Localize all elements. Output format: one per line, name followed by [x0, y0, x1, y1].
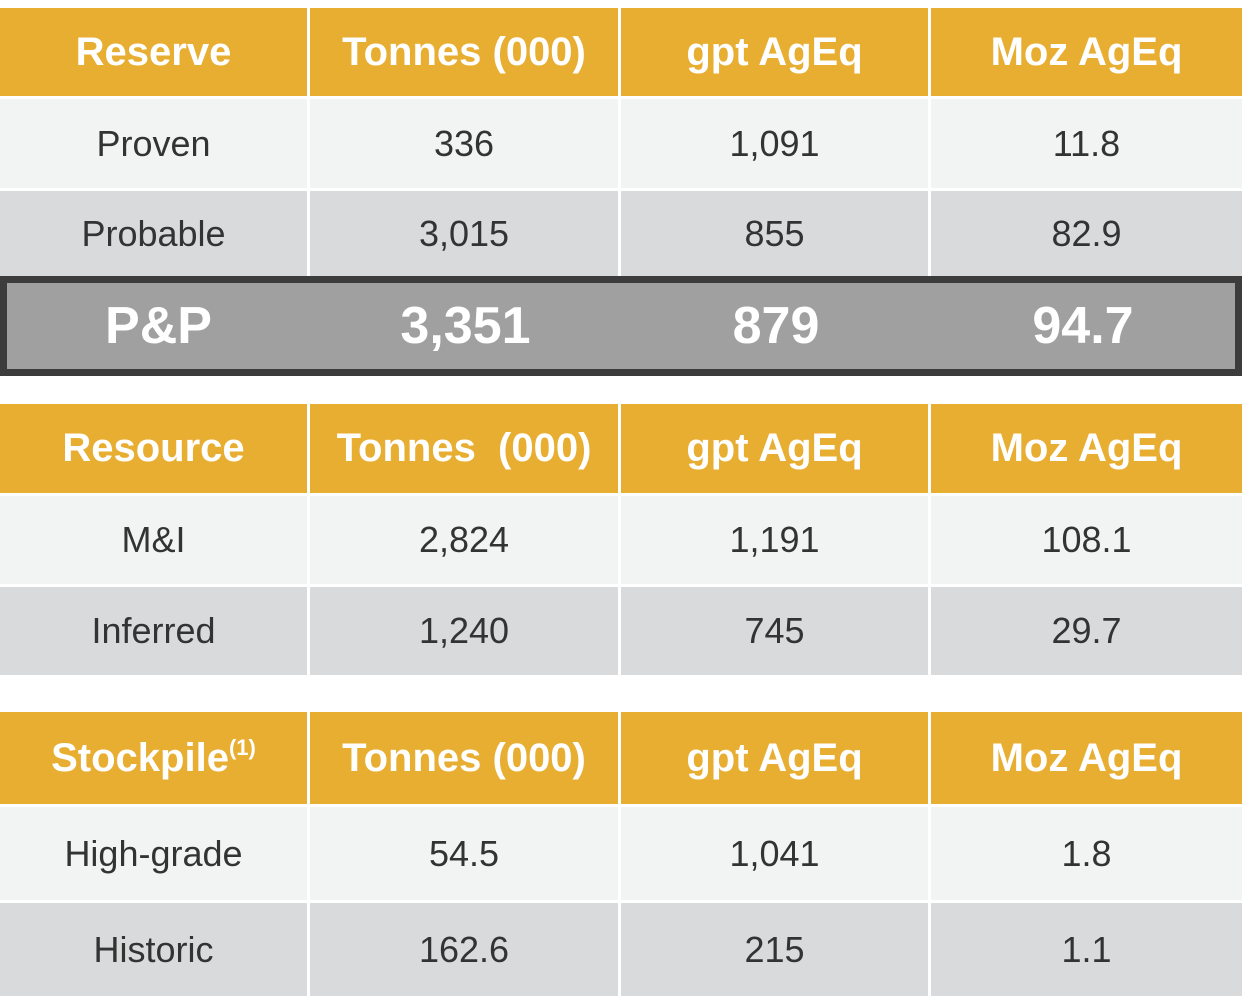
header-label: gpt AgEq	[686, 29, 863, 74]
table-cell: 1,041	[621, 807, 931, 900]
table-cell: 108.1	[931, 496, 1242, 584]
table-cell: 11.8	[931, 99, 1242, 188]
table-cell: 215	[621, 903, 931, 996]
table-cell: 855	[621, 191, 931, 276]
header-cell: gpt AgEq	[621, 8, 931, 96]
header-cell: Moz AgEq	[931, 404, 1242, 493]
header-label: Tonnes (000)	[342, 735, 586, 780]
stockpile-header-row: Stockpile (1) Tonnes (000) gpt AgEq Moz A…	[0, 712, 1242, 804]
header-cell: Tonnes (000)	[310, 8, 621, 96]
table-cell: 1,191	[621, 496, 931, 584]
reserve-header-row: Reserve Tonnes (000) gpt AgEq Moz AgEq	[0, 8, 1242, 96]
table-cell: High-grade	[0, 807, 310, 900]
table-row: Proven 336 1,091 11.8	[0, 99, 1242, 188]
header-label: gpt AgEq	[686, 735, 863, 780]
table-cell: 745	[621, 587, 931, 675]
table-row: Historic 162.6 215 1.1	[0, 903, 1242, 996]
header-label: Reserve	[75, 29, 232, 74]
total-row: P&P 3,351 879 94.7	[0, 276, 1242, 376]
table-cell: Probable	[0, 191, 310, 276]
header-cell: Reserve	[0, 8, 310, 96]
table-cell: Historic	[0, 903, 310, 996]
table-cell: 29.7	[931, 587, 1242, 675]
header-label: Tonnes (000)	[342, 29, 586, 74]
header-label: gpt AgEq	[686, 426, 863, 470]
table-row: Probable 3,015 855 82.9	[0, 191, 1242, 276]
total-cell: 879	[732, 297, 820, 355]
table-cell: 82.9	[931, 191, 1242, 276]
total-cell: 3,351	[400, 297, 531, 355]
table-cell: 3,015	[310, 191, 621, 276]
header-cell: Resource	[0, 404, 310, 493]
total-cell: 94.7	[1032, 297, 1134, 355]
table-cell: M&I	[0, 496, 310, 584]
table-cell: 162.6	[310, 903, 621, 996]
total-label: P&P	[105, 297, 212, 355]
header-label: Moz AgEq	[990, 29, 1183, 74]
table-cell: 1.8	[931, 807, 1242, 900]
table-cell: 54.5	[310, 807, 621, 900]
header-cell: Stockpile (1)	[0, 712, 310, 804]
footnote-marker: (1)	[228, 735, 256, 760]
table-cell: 1,240	[310, 587, 621, 675]
table-cell: 336	[310, 99, 621, 188]
header-cell: Tonnes (000)	[310, 404, 621, 493]
header-cell: gpt AgEq	[621, 712, 931, 804]
header-cell: gpt AgEq	[621, 404, 931, 493]
table-cell: 1,091	[621, 99, 931, 188]
header-label: Tonnes (000)	[336, 426, 592, 470]
table-cell: 2,824	[310, 496, 621, 584]
table-cell: 1.1	[931, 903, 1242, 996]
header-cell: Moz AgEq	[931, 8, 1242, 96]
header-label: Moz AgEq	[990, 426, 1183, 470]
table-row: Inferred 1,240 745 29.7	[0, 587, 1242, 675]
header-cell: Tonnes (000)	[310, 712, 621, 804]
header-label: Resource	[62, 426, 245, 470]
header-label: Stockpile	[51, 735, 229, 780]
header-cell: Moz AgEq	[931, 712, 1242, 804]
table-row: M&I 2,824 1,191 108.1	[0, 496, 1242, 584]
header-label: Moz AgEq	[990, 735, 1183, 780]
table-cell: Inferred	[0, 587, 310, 675]
resource-header-row: Resource Tonnes (000) gpt AgEq Moz AgEq	[0, 404, 1242, 493]
table-cell: Proven	[0, 99, 310, 188]
table-row: High-grade 54.5 1,041 1.8	[0, 807, 1242, 900]
